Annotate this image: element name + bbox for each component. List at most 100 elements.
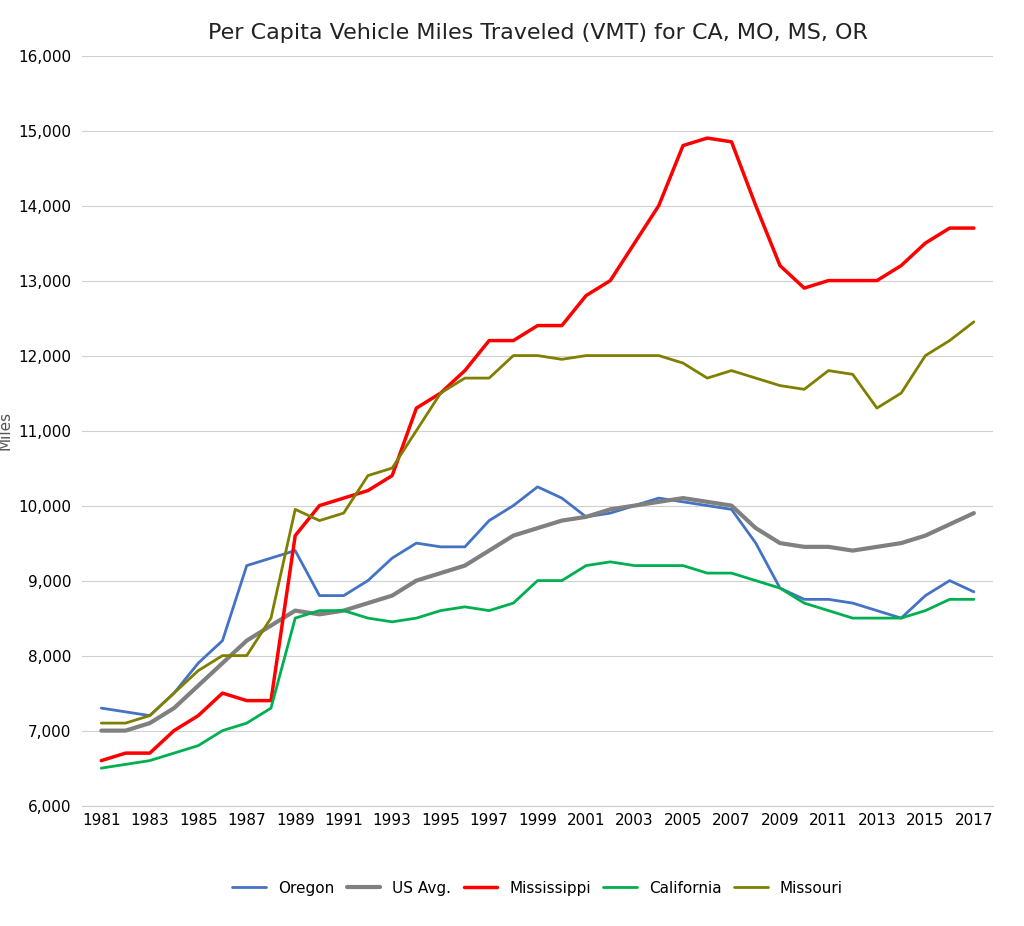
- Line: California: California: [101, 562, 974, 768]
- California: [798, 597, 810, 608]
- Missouri: [629, 350, 641, 361]
- US Avg.: [725, 500, 737, 511]
- California: [313, 605, 326, 616]
- Oregon: [143, 710, 156, 721]
- Missouri: [531, 350, 544, 361]
- US Avg.: [338, 605, 350, 616]
- Oregon: [556, 493, 568, 504]
- Missouri: [847, 369, 859, 380]
- California: [143, 755, 156, 766]
- Missouri: [725, 365, 737, 376]
- California: [652, 560, 665, 571]
- Oregon: [725, 504, 737, 515]
- California: [677, 560, 689, 571]
- Oregon: [361, 575, 374, 586]
- Mississippi: [483, 335, 496, 346]
- US Avg.: [265, 620, 278, 632]
- Oregon: [943, 575, 955, 586]
- Missouri: [507, 350, 519, 361]
- Oregon: [95, 703, 108, 714]
- Line: US Avg.: US Avg.: [101, 498, 974, 731]
- US Avg.: [193, 680, 205, 691]
- California: [338, 605, 350, 616]
- Mississippi: [193, 710, 205, 721]
- Y-axis label: Miles: Miles: [0, 411, 13, 450]
- US Avg.: [870, 542, 883, 553]
- Oregon: [120, 707, 132, 718]
- California: [943, 594, 955, 605]
- US Avg.: [120, 725, 132, 736]
- Mississippi: [143, 747, 156, 758]
- US Avg.: [677, 493, 689, 504]
- Missouri: [386, 462, 398, 473]
- Oregon: [459, 542, 471, 553]
- Mississippi: [774, 260, 786, 271]
- California: [459, 601, 471, 612]
- Mississippi: [338, 493, 350, 504]
- Missouri: [895, 387, 907, 398]
- Mississippi: [677, 140, 689, 151]
- Missouri: [168, 687, 180, 698]
- US Avg.: [531, 522, 544, 533]
- Mississippi: [870, 275, 883, 286]
- US Avg.: [750, 522, 762, 533]
- Oregon: [483, 515, 496, 526]
- Mississippi: [798, 282, 810, 294]
- US Avg.: [459, 560, 471, 571]
- California: [507, 597, 519, 608]
- Missouri: [483, 372, 496, 383]
- Mississippi: [411, 403, 423, 414]
- Mississippi: [920, 237, 932, 248]
- California: [822, 605, 835, 616]
- Line: Missouri: Missouri: [101, 322, 974, 723]
- US Avg.: [216, 657, 228, 669]
- Mississippi: [604, 275, 616, 286]
- US Avg.: [652, 496, 665, 507]
- California: [774, 582, 786, 594]
- US Avg.: [434, 568, 446, 579]
- Missouri: [241, 650, 253, 661]
- Mississippi: [120, 747, 132, 758]
- Oregon: [604, 507, 616, 519]
- Mississippi: [750, 200, 762, 211]
- Oregon: [338, 590, 350, 601]
- California: [483, 605, 496, 616]
- Oregon: [847, 597, 859, 608]
- US Avg.: [774, 537, 786, 548]
- US Avg.: [361, 597, 374, 608]
- US Avg.: [604, 504, 616, 515]
- California: [95, 762, 108, 773]
- Mississippi: [556, 320, 568, 332]
- Mississippi: [847, 275, 859, 286]
- Missouri: [604, 350, 616, 361]
- Missouri: [459, 372, 471, 383]
- Missouri: [120, 718, 132, 729]
- Oregon: [629, 500, 641, 511]
- Oregon: [168, 687, 180, 698]
- California: [168, 747, 180, 758]
- Oregon: [386, 553, 398, 564]
- Missouri: [774, 380, 786, 391]
- Mississippi: [434, 387, 446, 398]
- Missouri: [652, 350, 665, 361]
- US Avg.: [895, 537, 907, 548]
- US Avg.: [701, 496, 714, 507]
- California: [434, 605, 446, 616]
- Missouri: [798, 383, 810, 394]
- Oregon: [968, 586, 980, 597]
- Oregon: [411, 537, 423, 548]
- Missouri: [750, 372, 762, 383]
- California: [895, 612, 907, 623]
- Oregon: [507, 500, 519, 511]
- Missouri: [968, 317, 980, 328]
- Missouri: [920, 350, 932, 361]
- Mississippi: [895, 260, 907, 271]
- Mississippi: [313, 500, 326, 511]
- Legend: Oregon, US Avg., Mississippi, California, Missouri: Oregon, US Avg., Mississippi, California…: [232, 881, 843, 895]
- California: [701, 568, 714, 579]
- Mississippi: [289, 530, 301, 541]
- California: [725, 568, 737, 579]
- Mississippi: [968, 222, 980, 233]
- Missouri: [701, 372, 714, 383]
- Missouri: [822, 365, 835, 376]
